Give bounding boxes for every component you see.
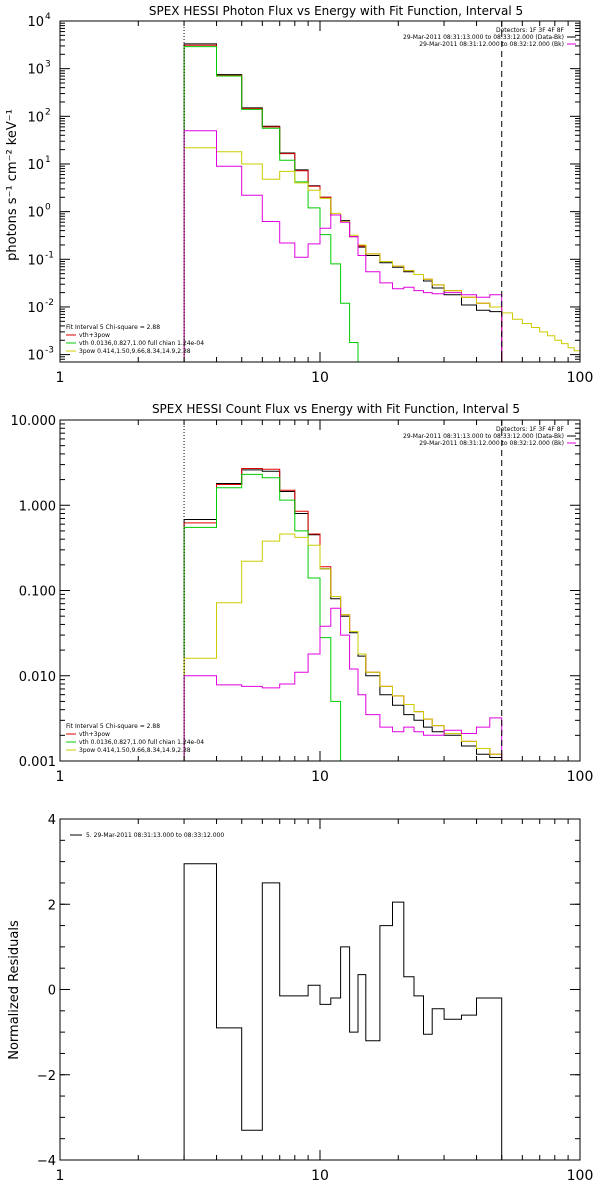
series-group: [183, 863, 503, 1160]
y-tick-label: 10: [27, 253, 44, 268]
y-tick-label: −4: [37, 1154, 56, 1169]
legend-entry-label: 3pow 0.414,1.50,9.66,8.34,14.9,2.38: [79, 348, 191, 355]
residuals-panel: Normalized Residuals 1 10 100 −4 −2 0 2 4 5. 29-…: [7, 813, 593, 1184]
y-tick-label-exponent: 4: [45, 12, 51, 22]
legend-entry-label: vth 0.0136,0.827,1.00 full chian 1.24e-0…: [79, 340, 204, 347]
y-tick-label: 2: [48, 898, 56, 913]
series-line-2: [183, 473, 351, 761]
series-group: [183, 43, 580, 362]
series-line-2: [183, 46, 359, 362]
y-tick-label: 0.100: [19, 585, 56, 600]
y-tick-label: 10: [27, 158, 44, 173]
y-tick-label: 0: [48, 984, 56, 999]
x-tick-label: 10: [311, 769, 329, 785]
x-tick-label: 10: [311, 370, 329, 386]
legend-header: Fit Interval 5 Chi-square = 2.88: [66, 324, 160, 331]
x-tick-label: 1: [56, 769, 65, 785]
legend-entry-label: vth 0.0136,0.827,1.00 full chian 1.24e-0…: [79, 739, 204, 746]
legend-top-left: 5. 29-Mar-2011 08:31:13.000 to 08:33:12.…: [70, 832, 224, 839]
legend-entry-label: 5. 29-Mar-2011 08:31:13.000 to 08:33:12.…: [86, 832, 224, 839]
y-tick-label: 10: [27, 206, 44, 221]
legend-entry-label: 29-Mar-2011 08:31:13.000 to 08:33:12.000…: [403, 433, 564, 440]
y-tick-label-exponent: -2: [45, 298, 54, 308]
y-tick-label-exponent: -3: [45, 346, 54, 356]
y-tick-label-exponent: 1: [45, 155, 51, 165]
count-flux-panel: SPEX HESSI Count Flux vs Energy with Fit…: [11, 402, 594, 785]
y-tick-label: 0.010: [19, 670, 56, 685]
x-tick-label: 100: [567, 370, 594, 386]
y-tick-label: 10: [27, 15, 44, 30]
photon-flux-panel: SPEX HESSI Photon Flux vs Energy with Fi…: [5, 4, 593, 386]
series-line-4: [183, 607, 503, 761]
x-tick-label: 100: [567, 769, 594, 785]
legend-entry-label: Detectors: 1F 3F 4F 8F: [496, 426, 565, 433]
y-tick-label: 1.000: [19, 499, 56, 514]
y-tick-label: 10: [27, 301, 44, 316]
legend-entry-label: vth+3pow: [79, 332, 110, 339]
y-tick-label-exponent: 2: [45, 107, 51, 117]
photon-flux-title: SPEX HESSI Photon Flux vs Energy with Fi…: [149, 4, 523, 18]
y-tick-label: 0.001: [19, 755, 56, 770]
series-line-0: [183, 43, 503, 362]
photon-flux-ylabel: photons s⁻¹ cm⁻² keV⁻¹: [5, 109, 20, 261]
x-tick-label: 100: [567, 1168, 594, 1184]
legend-entry-label: 29-Mar-2011 08:31:12.000 to 08:32:12.000…: [419, 41, 564, 48]
legend-entry-label: 29-Mar-2011 08:31:13.000 to 08:33:12.000…: [403, 34, 564, 41]
y-tick-label: −2: [37, 1069, 56, 1084]
legend-bottom-left: Fit Interval 5 Chi-square = 2.88vth+3pow…: [66, 324, 204, 355]
series-line-3: [183, 533, 503, 761]
legend-header: Fit Interval 5 Chi-square = 2.88: [66, 723, 160, 730]
residuals-ylabel: Normalized Residuals: [7, 920, 22, 1060]
y-tick-label: 10: [27, 349, 44, 364]
legend-entry-label: vth+3pow: [79, 731, 110, 738]
x-tick-label: 1: [56, 1168, 65, 1184]
series-group: [183, 468, 503, 761]
series-line-1: [183, 44, 503, 362]
legend-entry-label: 3pow 0.414,1.50,9.66,8.34,14.9,2.38: [79, 747, 191, 754]
series-line-3: [183, 147, 580, 362]
x-tick-label: 1: [56, 370, 65, 386]
y-tick-label: 10: [27, 63, 44, 78]
y-tick-label: 4: [48, 813, 56, 828]
x-tick-label: 10: [311, 1168, 329, 1184]
legend-entry-label: Detectors: 1F 3F 4F 8F: [496, 27, 565, 34]
legend-bottom-left: Fit Interval 5 Chi-square = 2.88vth+3pow…: [66, 723, 204, 754]
y-tick-label-exponent: 0: [45, 203, 51, 213]
series-line-0: [183, 863, 503, 1160]
y-tick-label: 10: [27, 110, 44, 125]
series-line-4: [183, 130, 503, 362]
series-line-0: [183, 469, 503, 761]
y-tick-label-exponent: 3: [45, 60, 51, 70]
count-flux-title: SPEX HESSI Count Flux vs Energy with Fit…: [152, 402, 520, 416]
legend-entry-label: 29-Mar-2011 08:31:12.000 to 08:32:12.000…: [419, 440, 564, 447]
y-tick-label: 10.000: [11, 414, 57, 429]
y-tick-label-exponent: -1: [45, 250, 54, 260]
